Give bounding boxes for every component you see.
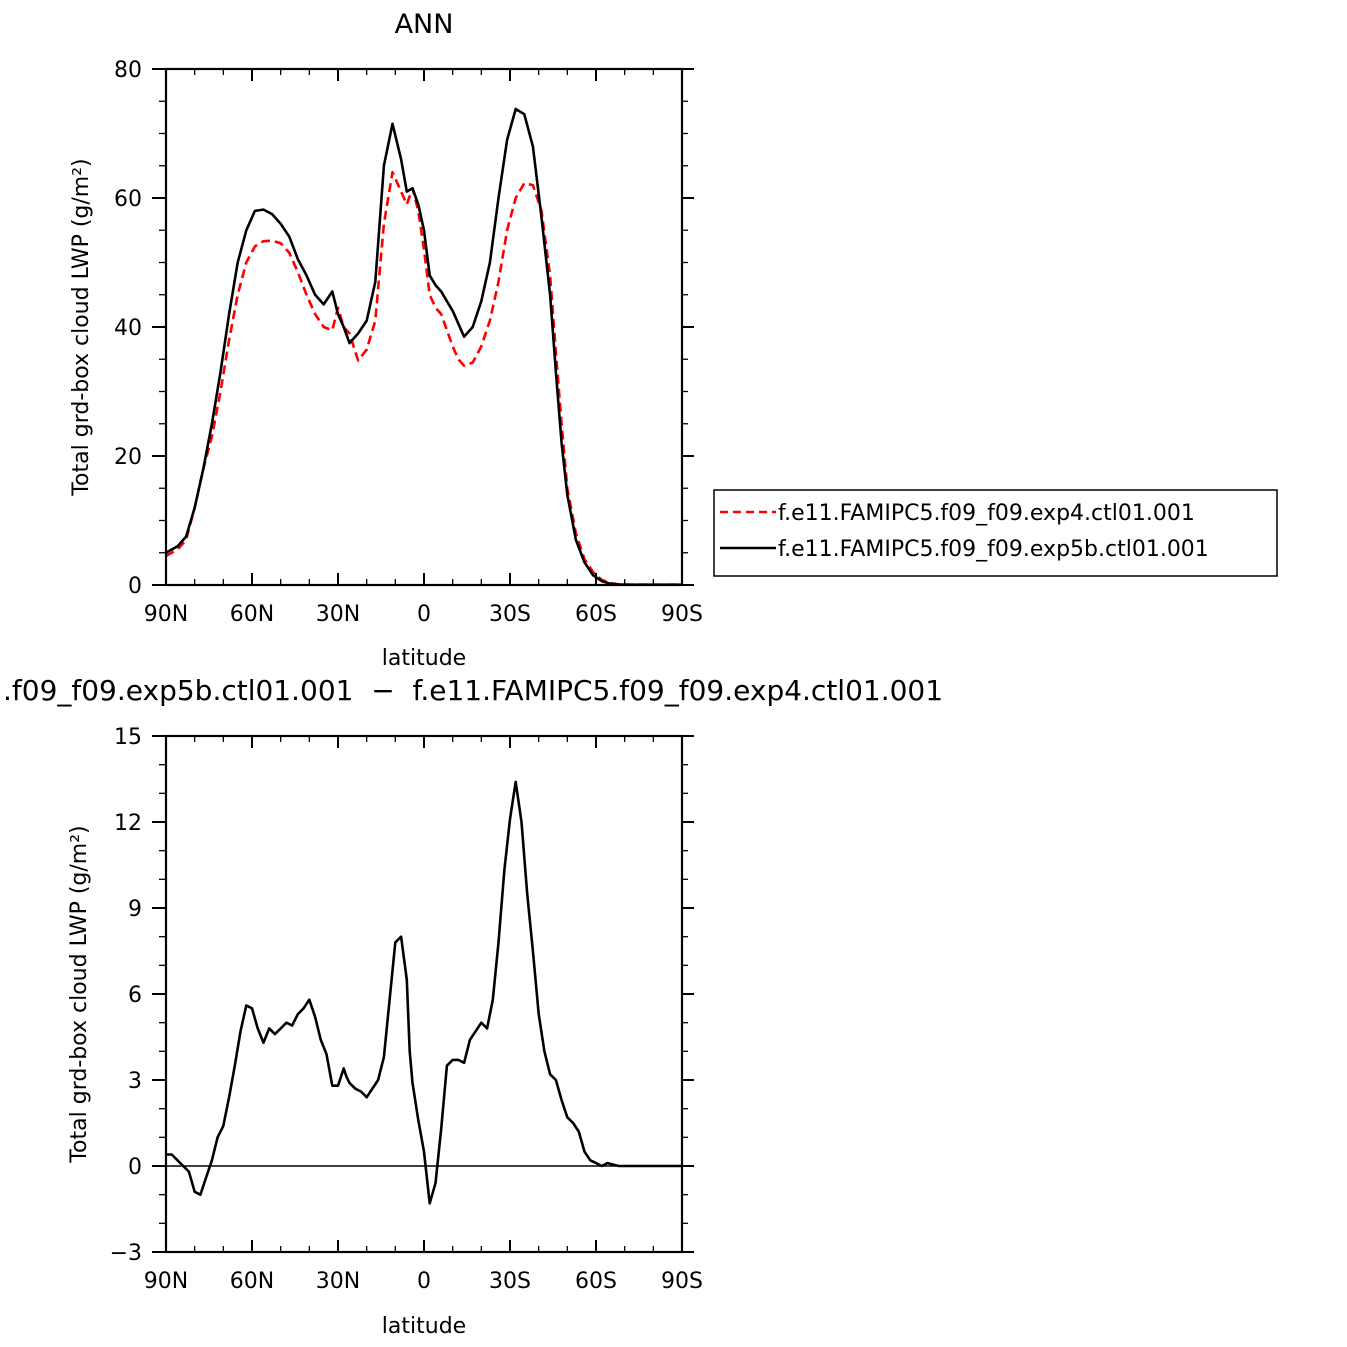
bottom-panel: .f09_f09.exp5b.ctl01.001 − f.e11.FAMIPC5… (3, 674, 943, 1339)
legend: f.e11.FAMIPC5.f09_f09.exp4.ctl01.001 f.e… (713, 489, 1278, 577)
x-tick-label: 60S (575, 602, 617, 627)
x-tick-label: 30N (316, 602, 360, 627)
y-tick-label: 20 (114, 445, 142, 470)
x-tick-label: 0 (417, 602, 431, 627)
legend-box (713, 489, 1278, 577)
x-tick-label: 60N (230, 1269, 274, 1294)
y-tick-label: 60 (114, 187, 142, 212)
y-tick-label: 80 (114, 58, 142, 83)
x-tick-label: 90S (661, 1269, 703, 1294)
series-line-0 (166, 780, 682, 1205)
y-tick-label: 40 (114, 316, 142, 341)
x-tick-label: 30S (489, 1269, 531, 1294)
x-tick-label: 30N (316, 1269, 360, 1294)
top-panel-frame (164, 67, 684, 587)
top-panel: ANN 90N 60N 30N 0 30S 60S 90S 0 20 40 60 80 latitud… (69, 9, 1278, 671)
top-panel-ticks: 90N 60N 30N 0 30S 60S 90S 0 20 40 60 80 (114, 58, 703, 627)
series-line-0 (165, 170, 682, 587)
y-tick-label: 0 (128, 1155, 142, 1180)
bottom-panel-ticks: 90N 60N 30N 0 30S 60S 90S −3 0 3 6 9 12 15 (110, 725, 703, 1294)
top-panel-title: ANN (395, 9, 454, 40)
x-tick-label: 90N (144, 602, 188, 627)
x-tick-label: 30S (489, 602, 531, 627)
y-tick-label: 6 (128, 983, 142, 1008)
x-tick-label: 60S (575, 1269, 617, 1294)
bottom-panel-xlabel: latitude (382, 1314, 466, 1339)
bottom-panel-title: .f09_f09.exp5b.ctl01.001 − f.e11.FAMIPC5… (3, 674, 943, 707)
y-tick-label: 12 (114, 811, 142, 836)
top-panel-series (165, 107, 682, 587)
y-tick-label: −3 (110, 1241, 142, 1266)
x-tick-label: 60N (230, 602, 274, 627)
series-line-1 (165, 107, 682, 587)
bottom-panel-frame (164, 734, 684, 1254)
bottom-panel-ylabel: Total grd-box cloud LWP (g/m²) (67, 825, 92, 1163)
bottom-panel-series (166, 780, 682, 1205)
x-tick-label: 90S (661, 602, 703, 627)
y-tick-label: 15 (114, 725, 142, 750)
top-panel-xlabel: latitude (382, 646, 466, 671)
y-tick-label: 9 (128, 897, 142, 922)
x-tick-label: 0 (417, 1269, 431, 1294)
top-panel-ylabel: Total grd-box cloud LWP (g/m²) (69, 158, 94, 496)
legend-label-exp4: f.e11.FAMIPC5.f09_f09.exp4.ctl01.001 (778, 501, 1195, 526)
y-tick-label: 0 (128, 574, 142, 599)
y-tick-label: 3 (128, 1069, 142, 1094)
x-tick-label: 90N (144, 1269, 188, 1294)
legend-label-exp5b: f.e11.FAMIPC5.f09_f09.exp5b.ctl01.001 (778, 537, 1209, 562)
